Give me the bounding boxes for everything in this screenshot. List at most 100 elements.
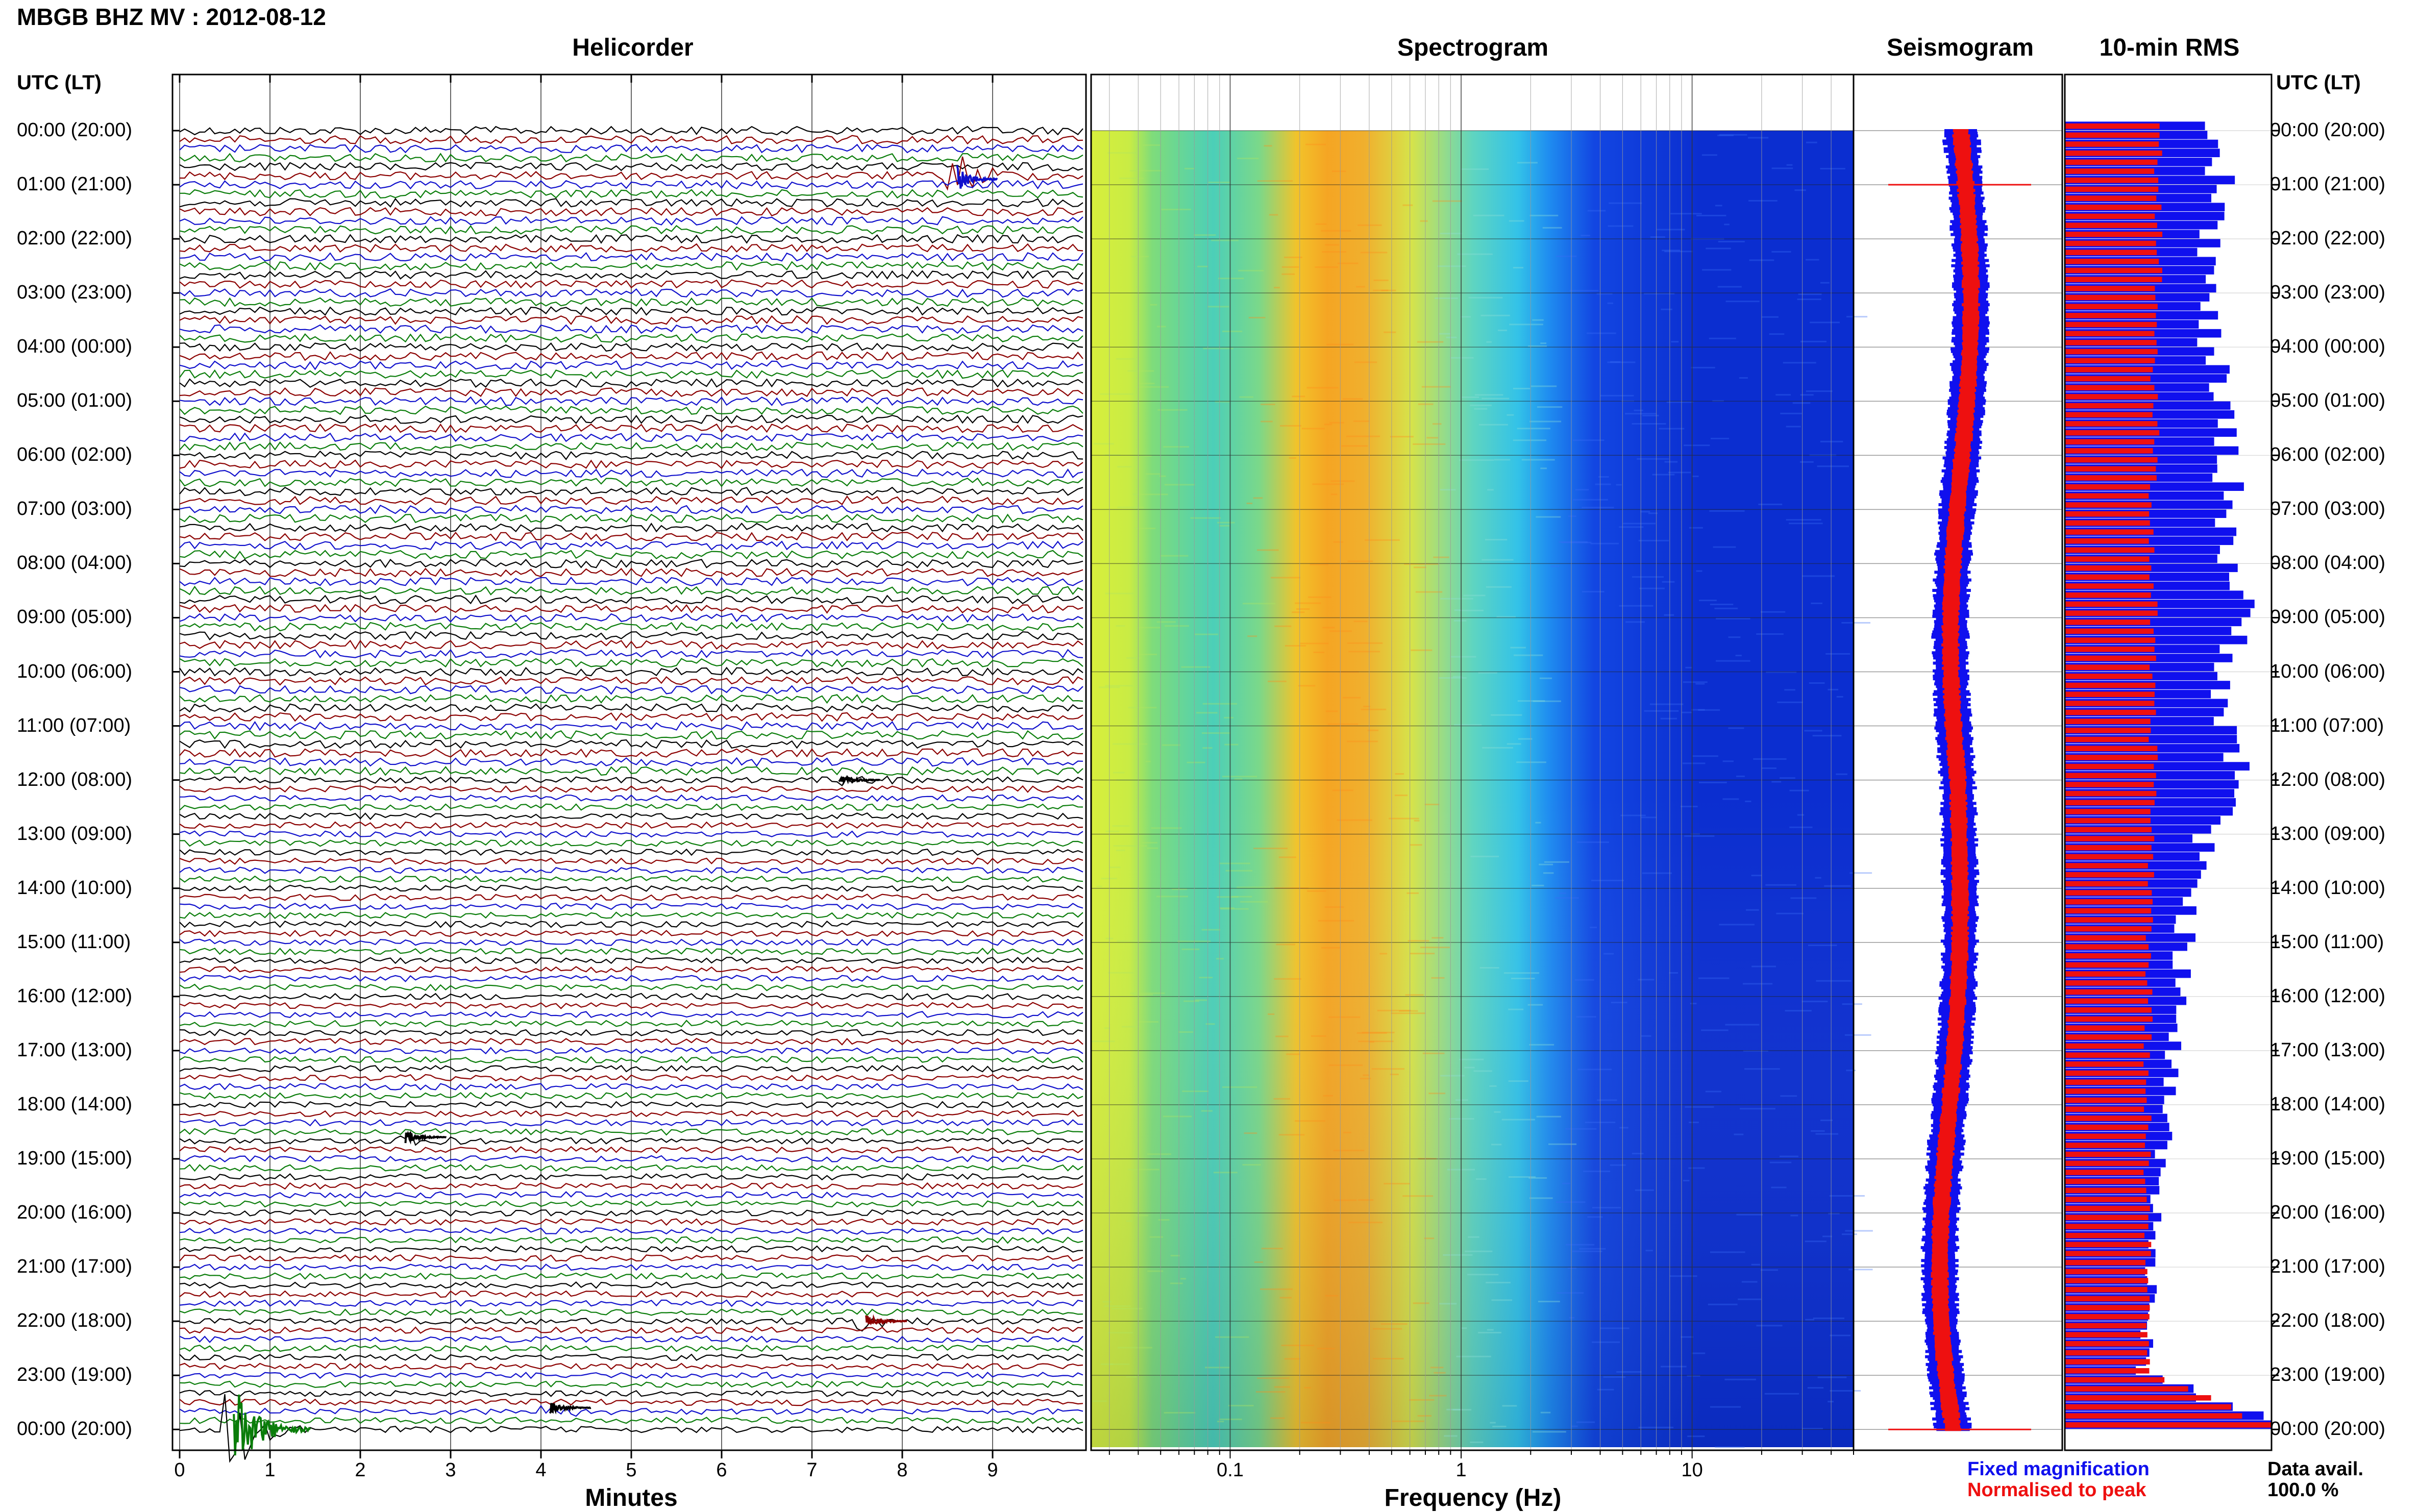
spectrogram-texture xyxy=(1532,884,1544,886)
rms-bar-normalised xyxy=(2065,358,2155,364)
spectrogram-texture xyxy=(1590,542,1619,544)
spectrogram-texture xyxy=(1736,1213,1763,1216)
spectrogram-texture xyxy=(1820,168,1845,170)
spectrogram-texture xyxy=(1710,1251,1745,1253)
spectrogram-texture xyxy=(1509,324,1543,326)
spectrogram-texture xyxy=(1410,844,1422,846)
spectrogram-texture xyxy=(1433,556,1449,558)
spectrogram-texture xyxy=(1107,152,1137,154)
spectrogram-texture xyxy=(1432,200,1462,202)
spectrogram-texture xyxy=(1454,609,1461,611)
helicorder-trace xyxy=(179,156,1083,191)
spectrogram-texture xyxy=(1244,1132,1257,1134)
helicorder-trace xyxy=(179,1074,1083,1082)
spectrogram-texture xyxy=(1177,940,1211,943)
spectrogram-texture xyxy=(1666,401,1693,403)
spectrogram-texture xyxy=(1691,366,1715,368)
spectrogram-texture xyxy=(1582,507,1614,509)
rms-bar-normalised xyxy=(2065,340,2157,345)
spectrogram-texture xyxy=(1414,820,1420,822)
rms-bar-normalised xyxy=(2065,1214,2149,1221)
spectrogram-texture xyxy=(1224,716,1234,718)
spectrogram-texture xyxy=(1696,214,1726,216)
spectrogram-xlabel: Frequency (Hz) xyxy=(1384,1484,1562,1511)
spectrogram-texture xyxy=(1163,1116,1192,1118)
spectrogram-texture xyxy=(1194,633,1218,635)
spectrogram-texture xyxy=(1480,314,1510,316)
spectrogram-texture xyxy=(1610,361,1621,363)
spectrogram-texture xyxy=(1692,475,1699,477)
spectrogram-texture xyxy=(1356,1032,1387,1034)
spectrogram-texture xyxy=(1421,386,1451,388)
spectrogram-texture xyxy=(1607,302,1614,304)
helicorder-trace xyxy=(179,1353,1083,1361)
spectrogram-texture xyxy=(1649,703,1684,705)
spectrogram-texture xyxy=(1642,414,1659,416)
spectrogram-texture xyxy=(1429,1395,1447,1397)
spectrogram-texture xyxy=(1503,972,1540,974)
time-label-left: 17:00 (13:00) xyxy=(17,1039,133,1061)
rms-bar-normalised xyxy=(2065,1205,2150,1211)
helicorder-trace xyxy=(179,1335,1083,1344)
spectrogram-texture xyxy=(1681,805,1698,807)
spectrogram-texture xyxy=(1113,845,1147,847)
helicorder-trace xyxy=(179,207,1083,217)
spectrogram-texture xyxy=(1158,1219,1170,1221)
spectrogram-texture xyxy=(1341,445,1368,447)
spectrogram-texture xyxy=(1135,386,1169,388)
spectrogram-texture xyxy=(1718,240,1745,242)
spectrogram-texture xyxy=(1660,1366,1687,1368)
rms-bar-normalised xyxy=(2065,1386,2188,1392)
spectrogram-texture xyxy=(1228,1405,1254,1407)
spectrogram-texture xyxy=(1648,512,1658,514)
spectrogram-texture xyxy=(1347,740,1378,742)
helicorder-trace xyxy=(179,234,1083,244)
rms-bar-normalised xyxy=(2065,1052,2150,1058)
time-label-right: 19:00 (15:00) xyxy=(2270,1147,2386,1169)
spectrogram-texture xyxy=(1600,394,1634,396)
helicorder-trace xyxy=(179,894,1083,901)
helicorder-trace xyxy=(179,360,1083,370)
spectrogram-texture xyxy=(1684,835,1715,837)
spectrogram-texture xyxy=(1306,387,1339,389)
time-label-left: 21:00 (17:00) xyxy=(17,1256,133,1278)
rms-bar-normalised xyxy=(2065,1377,2165,1383)
spectrogram-texture xyxy=(1806,141,1817,143)
spectrogram-texture xyxy=(1373,289,1389,291)
time-label-left: 22:00 (18:00) xyxy=(17,1310,133,1332)
rms-bar-normalised xyxy=(2065,1097,2147,1103)
time-label-left: 02:00 (22:00) xyxy=(17,228,133,250)
spectrogram-texture xyxy=(1736,775,1745,777)
helicorder-trace xyxy=(179,676,1083,686)
spectrogram-texture xyxy=(1492,1425,1507,1427)
spectrogram-texture xyxy=(1361,708,1387,710)
spectrogram-texture xyxy=(1623,523,1656,525)
time-label-left: 20:00 (16:00) xyxy=(17,1202,133,1223)
spectrogram-texture xyxy=(1587,332,1616,334)
time-label-left: 05:00 (01:00) xyxy=(17,390,133,412)
spectrogram-texture xyxy=(1808,944,1837,946)
spectrogram-texture xyxy=(1572,1250,1602,1252)
spectrogram-texture xyxy=(1517,700,1545,702)
helicorder-trace xyxy=(179,938,1083,946)
spectrogram-texture xyxy=(1744,1068,1780,1070)
spectrogram-texture xyxy=(1699,600,1717,602)
seismogram-title: Seismogram xyxy=(1886,34,2034,61)
spectrogram-texture xyxy=(1284,256,1302,258)
spectrogram-texture xyxy=(1117,466,1132,468)
time-label-left: 09:00 (05:00) xyxy=(17,606,133,628)
helicorder-trace xyxy=(179,821,1083,829)
spectrogram-texture xyxy=(1470,1441,1484,1443)
spectrogram-texture xyxy=(1380,1323,1408,1325)
spectrogram-texture xyxy=(1610,1164,1626,1166)
spectrogram-texture xyxy=(1207,306,1229,308)
helicorder-trace xyxy=(179,748,1083,758)
spectrogram-texture xyxy=(1669,1275,1697,1277)
spectrogram-texture xyxy=(1817,1376,1847,1378)
helicorder-trace xyxy=(179,1011,1083,1019)
spectrogram-texture xyxy=(1181,666,1211,668)
spectrogram-texture xyxy=(1317,1348,1335,1350)
spectrogram-texture xyxy=(1434,297,1458,299)
helicorder-trace xyxy=(179,1128,1083,1136)
spectrogram-texture xyxy=(1432,423,1442,425)
